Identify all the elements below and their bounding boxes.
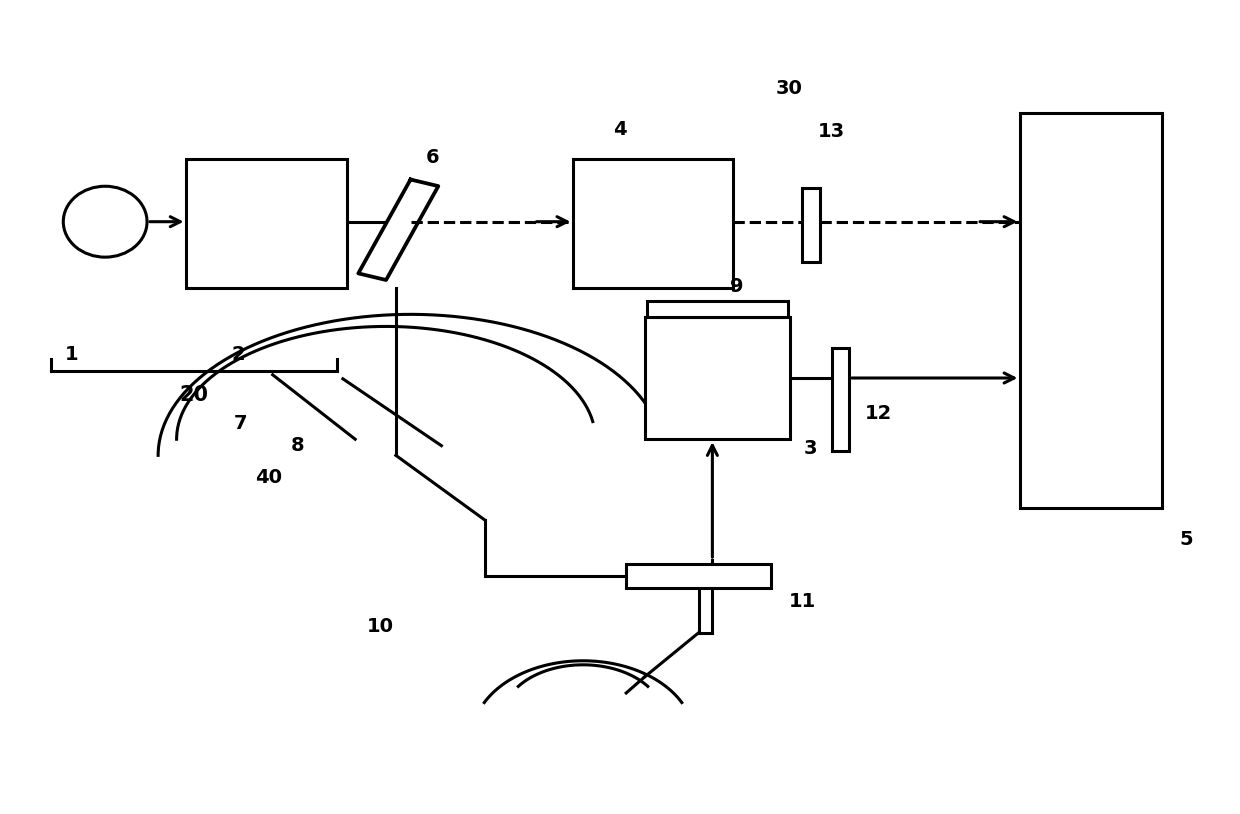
Text: 7: 7 bbox=[234, 414, 248, 432]
Text: 8: 8 bbox=[290, 436, 304, 455]
Bar bbox=[832, 348, 849, 451]
Text: 13: 13 bbox=[818, 122, 846, 141]
Bar bbox=[1021, 113, 1162, 508]
Text: 11: 11 bbox=[789, 593, 816, 611]
Text: 9: 9 bbox=[730, 277, 744, 295]
Text: 3: 3 bbox=[805, 440, 817, 458]
Bar bbox=[645, 317, 790, 440]
Text: 30: 30 bbox=[775, 79, 802, 98]
Bar bbox=[186, 159, 346, 288]
Text: 2: 2 bbox=[232, 345, 246, 364]
Ellipse shape bbox=[63, 186, 148, 257]
Text: 12: 12 bbox=[866, 404, 893, 423]
Text: 10: 10 bbox=[366, 617, 393, 636]
Text: 4: 4 bbox=[614, 120, 626, 138]
Text: 6: 6 bbox=[427, 148, 440, 167]
Bar bbox=[647, 300, 787, 317]
Text: 40: 40 bbox=[255, 468, 283, 488]
Polygon shape bbox=[358, 180, 438, 280]
Text: 20: 20 bbox=[180, 385, 208, 405]
Bar bbox=[573, 159, 733, 288]
Bar bbox=[802, 188, 820, 262]
Bar bbox=[626, 564, 771, 589]
Text: 5: 5 bbox=[1179, 531, 1193, 549]
Text: 1: 1 bbox=[64, 345, 78, 364]
